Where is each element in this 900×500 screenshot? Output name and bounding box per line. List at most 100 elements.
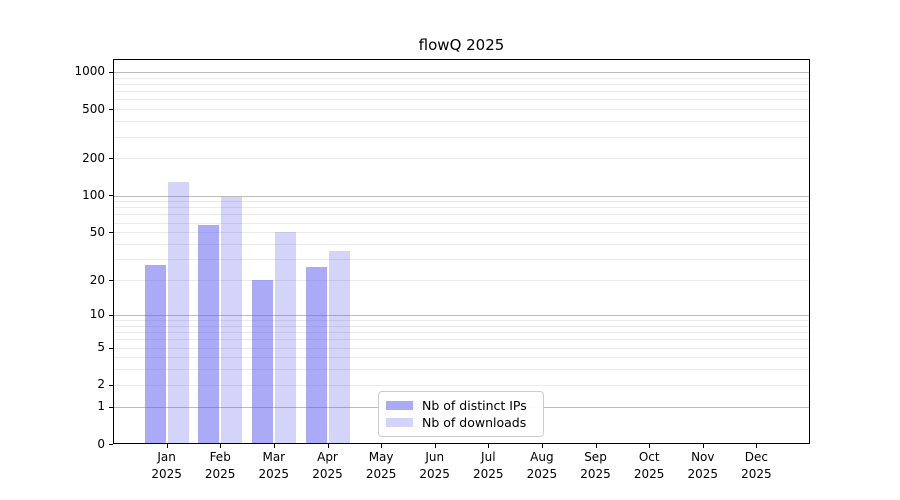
x-tick-label-line: Feb <box>209 450 231 464</box>
minor-gridline <box>113 222 810 224</box>
x-tick-mark <box>756 444 758 448</box>
major-gridline <box>113 71 810 73</box>
x-tick-label-line: 2025 <box>526 467 558 481</box>
x-tick-label: Apr 2025 <box>298 449 358 483</box>
minor-gridline <box>113 121 810 123</box>
minor-gridline <box>113 339 810 341</box>
minor-gridline <box>113 244 810 245</box>
chart-title: flowQ 2025 <box>418 36 505 54</box>
minor-gridline <box>113 214 810 216</box>
x-tick-label-line: 2025 <box>312 467 343 481</box>
x-tick-label-line: 2025 <box>151 467 182 481</box>
x-tick-label-line: 2025 <box>365 467 397 481</box>
y-tick-mark <box>109 280 113 281</box>
y-tick-label: 1 <box>97 399 105 414</box>
x-tick-label-line: Nov <box>691 450 715 464</box>
y-tick-mark <box>109 158 113 159</box>
y-tick-mark <box>109 407 113 408</box>
minor-gridline <box>113 332 810 333</box>
x-tick-label: Feb 2025 <box>190 449 250 483</box>
y-tick-mark <box>109 72 113 73</box>
x-tick-label-line: Jun <box>425 450 445 464</box>
x-tick-label: Dec 2025 <box>726 449 786 483</box>
bar-distinct-ips <box>144 264 166 444</box>
x-tick-label: Aug 2025 <box>512 449 572 483</box>
x-tick-label: Sep 2025 <box>566 449 626 483</box>
x-tick-label-line: Oct <box>638 450 660 464</box>
x-tick-label-line: 2025 <box>633 467 665 481</box>
spine-left <box>113 59 114 444</box>
y-tick-label: 2 <box>97 377 105 392</box>
x-tick-label-line: Apr <box>317 450 338 464</box>
x-tick-label: Oct 2025 <box>619 449 679 483</box>
x-tick-mark <box>220 444 222 448</box>
minor-gridline <box>113 369 810 371</box>
y-tick-label: 100 <box>82 188 105 202</box>
legend-swatch-distinct-ips-icon <box>386 400 413 410</box>
bar-distinct-ips <box>251 280 273 444</box>
x-tick-label-line: 2025 <box>580 467 611 481</box>
bar-distinct-ips <box>198 225 220 444</box>
x-tick-label-line: Sep <box>584 450 607 464</box>
legend: Nb of distinct IPs Nb of downloads <box>378 391 544 437</box>
minor-gridline <box>113 347 810 349</box>
legend-swatch-downloads-icon <box>386 418 413 428</box>
minor-gridline <box>113 91 810 93</box>
x-tick-label: Jun 2025 <box>405 449 465 483</box>
bar-downloads <box>167 181 189 444</box>
x-tick-label-line: 2025 <box>419 467 450 481</box>
y-tick-label: 20 <box>89 272 105 287</box>
minor-gridline <box>113 109 810 111</box>
x-tick-label-line: May <box>368 450 394 464</box>
legend-label-distinct-ips: Nb of distinct IPs <box>422 397 527 413</box>
spine-top <box>113 59 810 60</box>
x-tick-mark <box>595 444 597 448</box>
bar-downloads <box>221 197 243 444</box>
minor-gridline <box>113 136 810 138</box>
x-tick-label: Jan 2025 <box>137 449 197 483</box>
minor-gridline <box>113 357 810 359</box>
minor-gridline <box>113 207 810 209</box>
x-tick-mark <box>434 444 436 448</box>
major-gridline <box>113 314 810 316</box>
x-tick-mark <box>488 444 490 448</box>
legend-item-distinct-ips: Nb of distinct IPs <box>386 398 536 413</box>
minor-gridline <box>113 99 810 101</box>
x-tick-label-line: Jan <box>157 450 176 464</box>
y-tick-label: 1000 <box>74 64 105 79</box>
x-tick-label-line: 2025 <box>741 467 772 481</box>
x-tick-label-line: 2025 <box>473 467 504 481</box>
y-tick-mark <box>109 232 113 233</box>
y-tick-mark <box>109 109 113 110</box>
major-gridline <box>113 195 810 197</box>
x-tick-label-line: Dec <box>744 450 768 464</box>
x-tick-label: Nov 2025 <box>673 449 733 483</box>
x-tick-mark <box>649 444 651 448</box>
y-tick-mark <box>109 315 113 316</box>
minor-gridline <box>113 384 810 386</box>
minor-gridline <box>113 232 810 234</box>
spine-bottom <box>113 443 810 444</box>
legend-label-downloads: Nb of downloads <box>422 415 527 431</box>
x-tick-label: May 2025 <box>351 449 411 483</box>
x-tick-mark <box>327 444 329 448</box>
y-tick-label: 50 <box>89 224 105 239</box>
bar-downloads <box>274 232 296 444</box>
x-tick-label: Mar 2025 <box>244 449 304 483</box>
y-tick-mark <box>109 195 113 196</box>
legend-item-downloads: Nb of downloads <box>386 415 536 430</box>
y-tick-label: 200 <box>82 150 105 165</box>
x-tick-label-line: 2025 <box>204 467 236 481</box>
x-tick-mark <box>541 444 543 448</box>
y-tick-label: 500 <box>82 101 105 116</box>
x-tick-mark <box>381 444 383 448</box>
minor-gridline <box>113 259 810 261</box>
bar-distinct-ips <box>305 266 327 444</box>
x-tick-label: Jul 2025 <box>458 449 518 483</box>
minor-gridline <box>113 158 810 160</box>
minor-gridline <box>113 320 810 321</box>
bar-downloads <box>328 251 350 444</box>
x-tick-mark <box>273 444 275 448</box>
spine-right <box>809 59 810 444</box>
